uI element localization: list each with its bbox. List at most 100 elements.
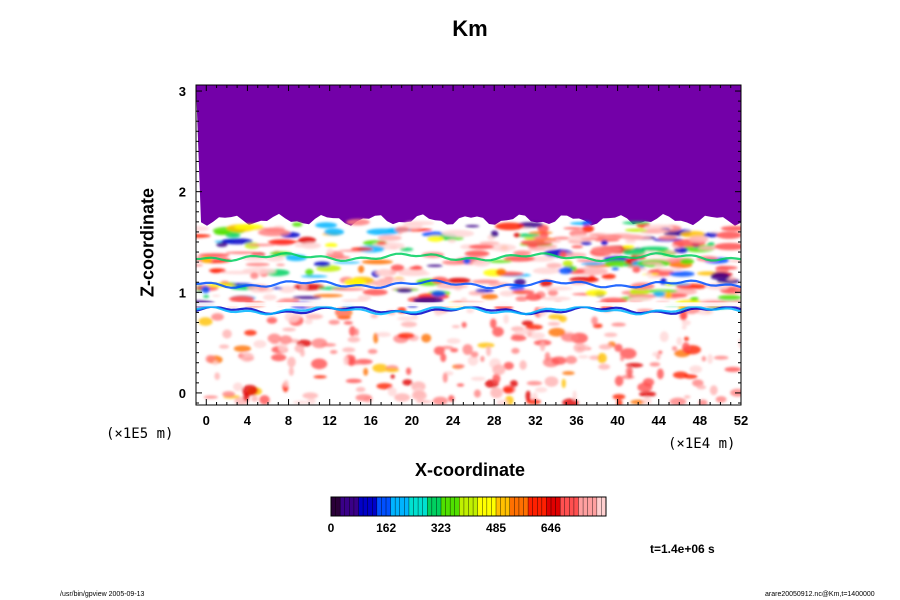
turbulence-patch xyxy=(421,333,432,343)
turbulence-streak xyxy=(262,294,277,301)
turbulence-patch xyxy=(492,364,506,376)
colorbar-swatch xyxy=(537,497,543,516)
turbulence-streak xyxy=(674,247,688,254)
turbulence-streak xyxy=(257,228,291,237)
turbulence-streak xyxy=(689,296,699,301)
turbulence-streak xyxy=(252,288,260,293)
layer-line xyxy=(196,251,741,263)
chart-title: Km xyxy=(452,16,488,41)
turbulence-streak xyxy=(411,265,422,271)
colorbar-swatch xyxy=(523,497,529,516)
turbulence-patch xyxy=(544,376,559,387)
turbulence-patch xyxy=(307,398,316,405)
turbulence-patch xyxy=(547,322,561,326)
turbulence-streak xyxy=(516,233,540,238)
turbulence-patch xyxy=(470,376,486,381)
turbulence-streak xyxy=(331,287,366,291)
turbulence-patch xyxy=(446,338,461,344)
turbulence-patch xyxy=(676,337,683,346)
turbulence-patch xyxy=(271,353,287,362)
turbulence-streak xyxy=(201,285,211,294)
turbulence-patch xyxy=(373,332,379,344)
turbulence-patch xyxy=(467,355,479,366)
turbulence-streak xyxy=(495,268,507,276)
turbulence-streak xyxy=(715,265,738,270)
turbulence-patch xyxy=(681,342,690,353)
turbulence-patch xyxy=(284,311,300,323)
turbulence-patch xyxy=(724,366,741,373)
colorbar-swatch xyxy=(592,497,598,516)
turbulence-patch xyxy=(367,348,378,354)
turbulence-patch xyxy=(311,358,328,370)
turbulence-patch xyxy=(376,382,393,390)
colorbar-frame xyxy=(330,496,607,517)
colorbar: 0 162 323 485 646 xyxy=(328,496,607,535)
turbulence-patch xyxy=(562,371,575,376)
turbulence-patch xyxy=(219,344,230,349)
turbulence-streak xyxy=(714,242,741,251)
turbulence-streak xyxy=(447,239,456,243)
colorbar-swatch xyxy=(551,497,557,516)
colorbar-swatch xyxy=(573,497,579,516)
turbulence-patch xyxy=(253,340,267,349)
turbulence-streak xyxy=(324,228,345,236)
turbulence-streak xyxy=(471,279,500,284)
turbulence-patch xyxy=(473,389,481,398)
turbulence-streak xyxy=(527,248,546,252)
colorbar-swatch xyxy=(363,497,369,516)
turbulence-streak xyxy=(216,242,228,248)
turbulence-streak xyxy=(511,289,535,295)
turbulence-streak xyxy=(558,267,573,275)
x-tick-label: 8 xyxy=(285,413,292,428)
turbulence-streak xyxy=(585,289,608,297)
turbulence-streak xyxy=(680,258,695,265)
turbulence-streak xyxy=(580,241,592,246)
turbulence-patch xyxy=(450,348,459,353)
turbulence-patch xyxy=(551,356,567,365)
turbulence-streak xyxy=(332,261,361,264)
y-tick-label: 2 xyxy=(179,185,186,200)
x-tick-label: 16 xyxy=(364,413,378,428)
x-tick-label: 32 xyxy=(528,413,542,428)
turbulence-streak xyxy=(513,278,526,286)
turbulence-patch xyxy=(659,331,669,343)
upper-uniform-region xyxy=(196,85,741,226)
turbulence-patch xyxy=(612,393,626,400)
turbulence-patch xyxy=(572,390,577,401)
colorbar-swatch xyxy=(427,497,433,516)
turbulence-patch xyxy=(591,316,598,325)
x-tick-label: 44 xyxy=(652,413,667,428)
turbulence-patch xyxy=(390,374,395,379)
turbulence-patch xyxy=(535,387,548,393)
turbulence-patch xyxy=(671,346,678,351)
turbulence-streak xyxy=(214,231,232,236)
turbulence-streak xyxy=(479,241,500,245)
turbulence-streak xyxy=(601,273,616,280)
turbulence-streak xyxy=(346,218,370,226)
turbulence-patch xyxy=(489,318,497,329)
colorbar-swatch xyxy=(441,497,447,516)
turbulence-streak xyxy=(621,235,652,240)
turbulence-patch xyxy=(384,368,400,373)
turbulence-streak xyxy=(627,296,653,302)
turbulence-streak xyxy=(234,223,264,231)
x-tick-label: 12 xyxy=(322,413,336,428)
turbulence-streak xyxy=(276,263,285,266)
turbulence-patch xyxy=(620,355,625,362)
turbulence-patch xyxy=(604,332,618,337)
colorbar-swatch xyxy=(386,497,392,516)
turbulence-streak xyxy=(377,235,402,241)
colorbar-tick-label: 0 xyxy=(328,521,335,535)
turbulence-patch xyxy=(490,387,503,399)
turbulence-streak xyxy=(622,244,635,249)
turbulence-patch xyxy=(278,342,288,353)
turbulence-patch xyxy=(696,384,707,390)
turbulence-patch xyxy=(233,345,252,352)
colorbar-swatch xyxy=(477,497,483,516)
turbulence-patch xyxy=(222,329,232,339)
colorbar-swatch xyxy=(436,497,442,516)
turbulence-patch xyxy=(212,360,218,366)
colorbar-swatch xyxy=(358,497,364,516)
colorbar-tick-label: 323 xyxy=(431,521,451,535)
turbulence-patch xyxy=(372,363,388,373)
